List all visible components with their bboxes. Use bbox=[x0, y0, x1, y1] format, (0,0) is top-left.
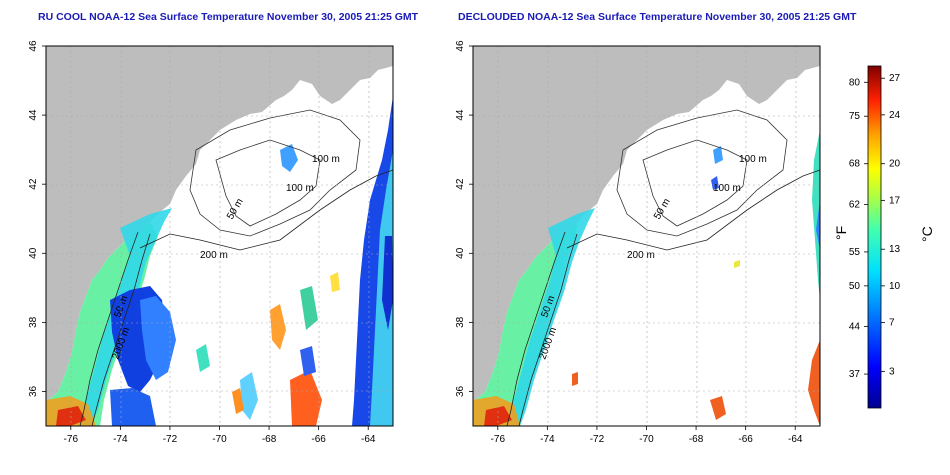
colorbar-celsius-tick-label: 10 bbox=[889, 281, 901, 292]
colorbar-celsius-tick-label: 27 bbox=[889, 73, 901, 84]
left-land-mass bbox=[46, 46, 393, 402]
colorbar-fahrenheit-tick-label: 50 bbox=[849, 281, 861, 292]
left-y-tick-label: 46 bbox=[28, 40, 39, 52]
colorbar-fahrenheit-tick-label: 68 bbox=[849, 159, 861, 170]
right-patch-c bbox=[710, 396, 726, 420]
right-x-tick-label: -64 bbox=[788, 434, 803, 445]
left-y-tick-label: 40 bbox=[28, 247, 39, 259]
left-map-panel: 100 m 100 m 50 m 200 m 50 m 2000 m -76 -7… bbox=[28, 40, 394, 445]
right-x-tick-label: -68 bbox=[689, 434, 704, 445]
left-y-axis: 36 38 40 42 44 46 bbox=[28, 40, 46, 397]
left-cold-patch-2 bbox=[140, 296, 176, 380]
right-x-tick-label: -76 bbox=[491, 434, 506, 445]
left-patch-c bbox=[270, 304, 286, 350]
left-gridlines bbox=[46, 46, 393, 426]
right-contour-50m-coast bbox=[506, 231, 566, 427]
right-patch-e bbox=[734, 260, 740, 268]
left-y-tick-label: 44 bbox=[28, 109, 39, 121]
colorbar-celsius-tick-label: 17 bbox=[889, 195, 901, 206]
right-gridlines bbox=[473, 46, 820, 426]
right-y-tick-label: 36 bbox=[455, 385, 466, 397]
right-contour-100m bbox=[616, 109, 788, 237]
right-patch-d bbox=[572, 372, 578, 386]
colorbar-celsius-ticks: 27 24 20 17 13 10 7 3 bbox=[881, 73, 901, 377]
right-x-tick-label: -74 bbox=[540, 434, 555, 445]
left-patch-a bbox=[280, 144, 298, 172]
left-x-tick-label: -68 bbox=[262, 434, 277, 445]
right-patch-a bbox=[713, 146, 723, 164]
left-contour-200m bbox=[139, 169, 394, 251]
colorbar-fahrenheit-tick-label: 37 bbox=[849, 369, 861, 380]
left-x-axis: -76 -74 -72 -70 -68 -66 -64 bbox=[64, 426, 376, 445]
colorbar-fahrenheit-tick-label: 62 bbox=[849, 199, 861, 210]
left-contour-label-200m: 200 m bbox=[200, 250, 228, 261]
left-cold-patch-3 bbox=[110, 388, 156, 426]
left-east-cyan bbox=[370, 150, 393, 426]
right-y-axis: 36 38 40 42 44 46 bbox=[455, 40, 473, 397]
temperature-colorbar: 80 75 68 62 55 50 44 37 27 24 20 17 13 10 7 3 °F °C bbox=[833, 65, 935, 409]
left-patch-b bbox=[240, 372, 258, 420]
left-x-tick-label: -76 bbox=[64, 434, 79, 445]
right-coastal-cyan bbox=[510, 208, 595, 426]
right-land-mass bbox=[473, 46, 820, 402]
right-contour-50m bbox=[642, 139, 748, 227]
left-x-tick-label: -64 bbox=[361, 434, 376, 445]
celsius-unit-label: °C bbox=[919, 226, 935, 242]
left-x-tick-label: -70 bbox=[212, 434, 227, 445]
left-y-tick-label: 42 bbox=[28, 178, 39, 190]
left-panel-title: RU COOL NOAA-12 Sea Surface Temperature … bbox=[38, 11, 419, 23]
right-x-tick-label: -66 bbox=[738, 434, 753, 445]
right-patch-b bbox=[711, 176, 719, 190]
left-y-tick-label: 36 bbox=[28, 385, 39, 397]
right-x-tick-label: -70 bbox=[639, 434, 654, 445]
left-x-tick-label: -72 bbox=[163, 434, 178, 445]
left-y-tick-label: 38 bbox=[28, 316, 39, 328]
colorbar-fahrenheit-tick-label: 80 bbox=[849, 77, 861, 88]
right-map-panel: 100 m 100 m 50 m 200 m 50 m 2000 m -76 -7… bbox=[455, 40, 821, 445]
left-patch-h bbox=[232, 388, 244, 414]
colorbar-celsius-tick-label: 20 bbox=[889, 159, 901, 170]
right-contour-label-200m: 200 m bbox=[627, 250, 655, 261]
right-east-blue bbox=[816, 200, 820, 250]
left-contour-2000m bbox=[91, 233, 151, 427]
right-contour-200m bbox=[566, 169, 821, 251]
fahrenheit-unit-label: °F bbox=[833, 226, 849, 240]
right-contour-2000m bbox=[518, 233, 578, 427]
colorbar-celsius-tick-label: 7 bbox=[889, 318, 895, 329]
left-contour-label-100m-mid: 100 m bbox=[286, 183, 314, 194]
left-x-tick-label: -74 bbox=[113, 434, 128, 445]
left-contour-50m-coast bbox=[79, 231, 139, 427]
right-x-axis: -76 -74 -72 -70 -68 -66 -64 bbox=[491, 426, 803, 445]
right-y-tick-label: 40 bbox=[455, 247, 466, 259]
colorbar-fahrenheit-tick-label: 44 bbox=[849, 322, 861, 333]
left-x-tick-label: -66 bbox=[311, 434, 326, 445]
right-y-tick-label: 46 bbox=[455, 40, 466, 52]
left-patch-f bbox=[300, 346, 316, 376]
right-contour-label-100m-mid: 100 m bbox=[713, 183, 741, 194]
left-patch-e bbox=[290, 370, 322, 426]
colorbar-gradient bbox=[867, 65, 882, 409]
right-y-tick-label: 42 bbox=[455, 178, 466, 190]
colorbar-celsius-tick-label: 13 bbox=[889, 244, 901, 255]
right-contour-label-100m-north: 100 m bbox=[739, 154, 767, 165]
left-contour-50m bbox=[215, 139, 321, 227]
left-contour-label-100m-north: 100 m bbox=[312, 154, 340, 165]
colorbar-celsius-tick-label: 24 bbox=[889, 110, 901, 121]
left-patch-d bbox=[300, 286, 318, 330]
left-contour-100m bbox=[189, 109, 361, 237]
colorbar-fahrenheit-ticks: 80 75 68 62 55 50 44 37 bbox=[849, 77, 868, 380]
right-east-red bbox=[808, 340, 820, 426]
colorbar-fahrenheit-tick-label: 55 bbox=[849, 247, 861, 258]
right-y-tick-label: 38 bbox=[455, 316, 466, 328]
colorbar-celsius-tick-label: 3 bbox=[889, 366, 895, 377]
left-east-blue-inner bbox=[382, 236, 393, 330]
right-panel-title: DECLOUDED NOAA-12 Sea Surface Temperatur… bbox=[458, 11, 857, 23]
left-patch-i bbox=[330, 272, 340, 292]
right-x-tick-label: -72 bbox=[590, 434, 605, 445]
right-y-tick-label: 44 bbox=[455, 109, 466, 121]
colorbar-fahrenheit-tick-label: 75 bbox=[849, 111, 861, 122]
left-patch-g bbox=[196, 344, 210, 372]
